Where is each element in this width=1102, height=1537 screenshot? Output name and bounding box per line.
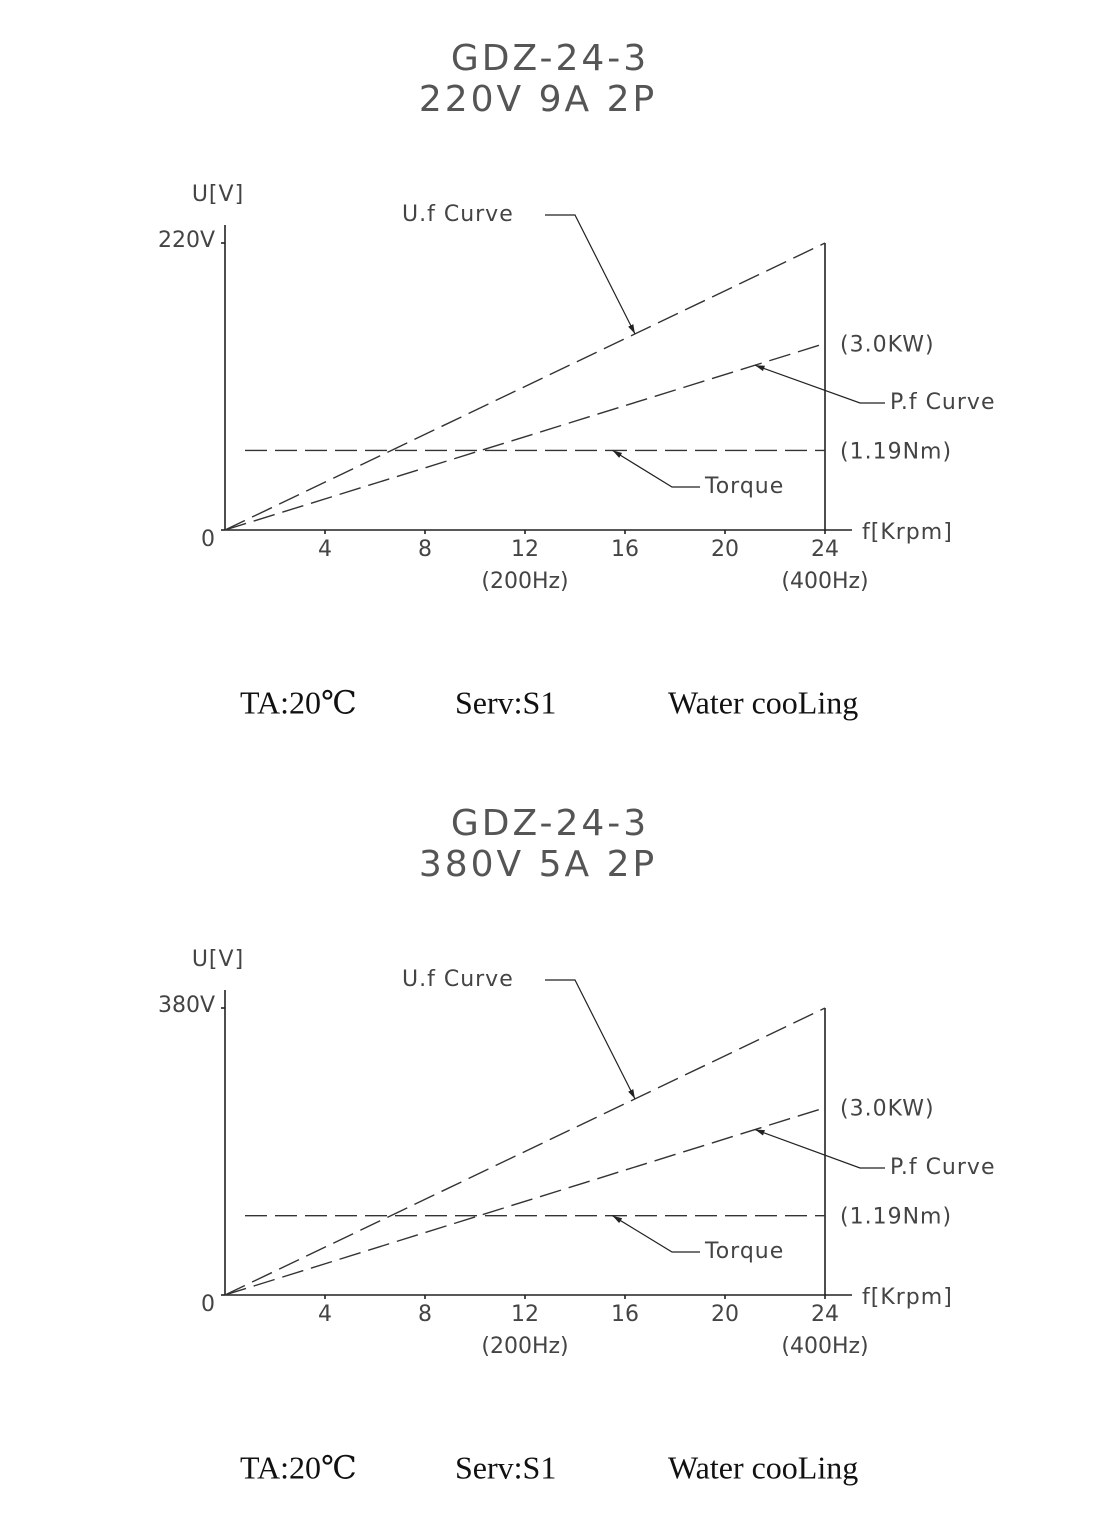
y-tick-label: 220V xyxy=(158,228,215,253)
series-line xyxy=(224,1107,826,1296)
x-sublabel: (400Hz) xyxy=(781,569,868,594)
callout-leader xyxy=(545,214,636,335)
callout-leader xyxy=(612,1215,700,1253)
x-tick-label: 24 xyxy=(811,537,839,562)
series-name: P.f Curve xyxy=(890,1155,995,1180)
x-tick-label: 8 xyxy=(418,537,432,562)
chart-title: GDZ-24-3 xyxy=(451,803,649,844)
series-name: U.f Curve xyxy=(402,967,514,992)
chart-title: GDZ-24-3 xyxy=(451,38,649,79)
x-sublabel: (200Hz) xyxy=(481,1334,568,1359)
x-axis-label: f[Krpm] xyxy=(862,1285,953,1310)
y-tick-label: 0 xyxy=(201,1292,215,1317)
series-line xyxy=(224,342,826,531)
chart-subtitle: 380V 5A 2P xyxy=(419,844,657,885)
note: TA:20℃ xyxy=(240,1449,357,1485)
x-tick-label: 16 xyxy=(611,1302,639,1327)
callout-leader xyxy=(754,1128,885,1169)
x-sublabel: (400Hz) xyxy=(781,1334,868,1359)
series-line xyxy=(224,1007,826,1296)
x-tick-label: 8 xyxy=(418,1302,432,1327)
series-name: P.f Curve xyxy=(890,390,995,415)
x-tick-label: 4 xyxy=(318,537,332,562)
callout-leader xyxy=(612,449,700,488)
note: Serv:S1 xyxy=(455,684,556,720)
x-tick-label: 20 xyxy=(711,537,739,562)
x-tick-label: 4 xyxy=(318,1302,332,1327)
x-sublabel: (200Hz) xyxy=(481,569,568,594)
chart-subtitle: 220V 9A 2P xyxy=(419,79,657,120)
callout-leader xyxy=(754,364,885,404)
x-tick-label: 12 xyxy=(511,1302,539,1327)
y-tick-label: 0 xyxy=(201,527,215,552)
x-tick-label: 20 xyxy=(711,1302,739,1327)
series-end-label: (3.0KW) xyxy=(840,1097,935,1122)
series-line xyxy=(224,242,826,531)
note: Serv:S1 xyxy=(455,1449,556,1485)
callout-leader xyxy=(545,979,636,1100)
note: Water cooLing xyxy=(668,1449,858,1485)
note: Water cooLing xyxy=(668,684,858,720)
series-name: Torque xyxy=(704,474,784,499)
series-name: Torque xyxy=(704,1239,784,1264)
y-axis-label: U[V] xyxy=(192,947,244,972)
series-name: U.f Curve xyxy=(402,202,514,227)
y-tick-label: 380V xyxy=(158,993,215,1018)
note: TA:20℃ xyxy=(240,684,357,720)
series-end-label: (1.19Nm) xyxy=(840,439,952,464)
x-tick-label: 16 xyxy=(611,537,639,562)
y-axis-label: U[V] xyxy=(192,182,244,207)
x-tick-label: 24 xyxy=(811,1302,839,1327)
x-axis-label: f[Krpm] xyxy=(862,520,953,545)
x-tick-label: 12 xyxy=(511,537,539,562)
series-end-label: (3.0KW) xyxy=(840,332,935,357)
series-end-label: (1.19Nm) xyxy=(840,1205,952,1230)
